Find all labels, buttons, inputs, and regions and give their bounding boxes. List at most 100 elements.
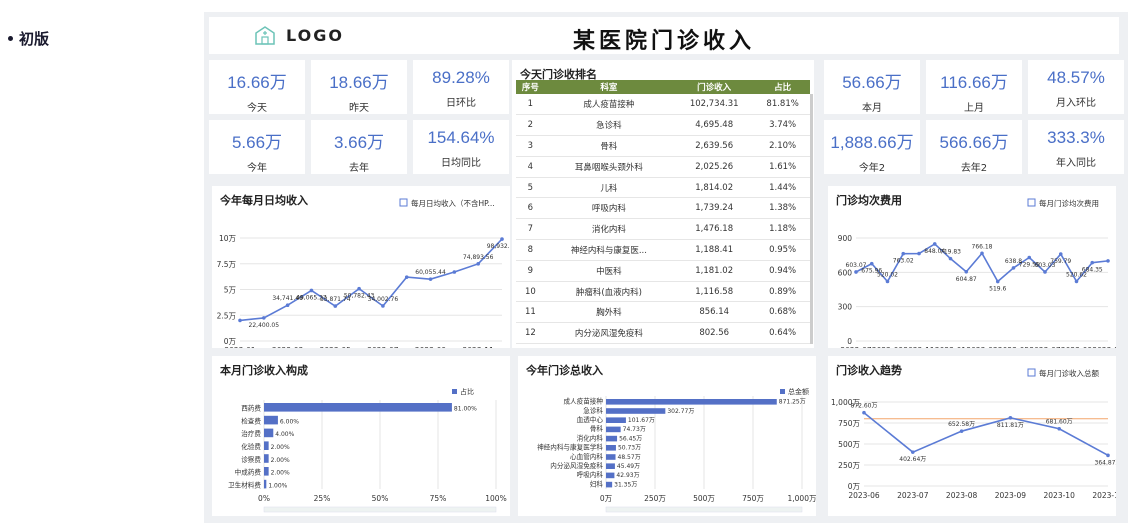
data-label: 848.04 <box>924 248 945 255</box>
kpi-card: 3.66万 去年 <box>311 120 407 174</box>
data-label: 638.8 <box>1005 258 1022 265</box>
chart-title: 今年门诊总收入 <box>526 362 603 378</box>
zoom-slider <box>263 506 497 513</box>
chart-title: 本月门诊收入构成 <box>220 362 308 378</box>
bar <box>606 399 777 405</box>
data-label: 49,065.27 <box>296 294 327 301</box>
data-label: 34,002.76 <box>368 296 399 303</box>
table-row[interactable]: 10 肿瘤科(血液内科) 1,116.58 0.89% <box>516 281 810 303</box>
table-scrollbar[interactable] <box>810 94 813 344</box>
data-point <box>1074 279 1079 284</box>
table-cell: 2,639.56 <box>673 135 756 157</box>
column-header[interactable]: 科室 <box>544 80 674 94</box>
legend-label: 每月日均收入（不含HP... <box>411 198 495 208</box>
data-point <box>1027 255 1032 260</box>
column-header[interactable]: 序号 <box>516 80 545 94</box>
category-label: 血透中心 <box>577 415 604 424</box>
daily-income-panel: 今年每月日均收入 每月日均收入（不含HP... 0万 2.5万 5万 7.5万 10万 20… <box>212 186 517 355</box>
data-label: 675.96 <box>861 268 882 275</box>
data-label: 872.60万 <box>851 403 878 410</box>
bar <box>606 454 616 460</box>
data-label: 74.73万 <box>623 426 646 433</box>
table-row[interactable]: 6 呼吸内科 1,739.24 1.38% <box>516 197 810 220</box>
category-label: 中成药费 <box>235 468 262 477</box>
table-row[interactable]: 2 急诊科 4,695.48 3.74% <box>516 114 810 137</box>
data-point <box>964 269 969 274</box>
column-header[interactable]: 门诊收入 <box>673 80 756 94</box>
data-label: 402.64万 <box>899 456 926 463</box>
header-bar: LOGO 某医院门诊收入 <box>209 17 1119 54</box>
kpi-card: 56.66万 本月 <box>824 60 920 114</box>
series-line <box>239 238 503 322</box>
data-label: 364.87万 <box>1095 459 1117 466</box>
table-cell: 0.68% <box>755 301 810 324</box>
column-header[interactable]: 占比 <box>755 80 810 94</box>
table-row[interactable]: 7 消化内科 1,476.18 1.18% <box>516 218 810 241</box>
data-point <box>500 237 504 241</box>
kpi-value: 566.66万 <box>939 133 1009 152</box>
table-row[interactable]: 8 神经内科与康复医... 1,188.41 0.95% <box>516 239 810 261</box>
data-label: 45.49万 <box>617 463 640 470</box>
data-point <box>452 270 457 274</box>
data-point <box>911 450 915 454</box>
y-tick-label: 10万 <box>219 234 237 243</box>
hospital-icon <box>255 26 275 45</box>
visit-cost-panel: 门诊均次费用 每月门诊均次费用03006009002022-072022-092… <box>828 186 1124 355</box>
data-label: 681.60万 <box>1046 419 1073 426</box>
data-label: 652.58万 <box>948 421 975 428</box>
kpi-value: 116.66万 <box>940 73 1008 92</box>
table-row[interactable]: 1 成人疫苗接种 102,734.31 81.81% <box>516 94 810 116</box>
table-cell: 11 <box>516 301 545 324</box>
kpi-card: 16.66万 今天 <box>209 60 305 114</box>
kpi-card: 5.66万 今年 <box>209 120 305 174</box>
data-label: 1.00% <box>268 482 287 489</box>
kpi-label: 今天 <box>247 103 267 114</box>
bullet-icon <box>8 36 13 41</box>
table-row[interactable]: 11 胸外科 856.14 0.68% <box>516 301 810 324</box>
bar <box>606 426 621 433</box>
y-tick-label: 0 <box>847 337 852 346</box>
bar <box>264 441 269 450</box>
table-cell: 消化内科 <box>544 218 674 241</box>
legend-label: 占比 <box>460 387 474 396</box>
legend-swatch <box>1027 368 1036 377</box>
table-cell: 6 <box>516 197 545 220</box>
version-label: 初版 <box>19 30 50 48</box>
data-label: 603.07 <box>846 262 867 269</box>
legend-swatch <box>780 389 785 394</box>
data-label: 719.83 <box>940 249 961 256</box>
kpi-value: 1,888.66万 <box>830 133 914 152</box>
legend-label: 每月门诊均次费用 <box>1039 198 1099 208</box>
data-label: 31.35万 <box>614 481 637 488</box>
data-point <box>862 410 866 415</box>
x-tick-label: 2023-11 <box>1092 346 1116 348</box>
table-row[interactable]: 3 骨科 2,639.56 2.10% <box>516 135 810 157</box>
kpi-card: 154.64% 日均同比 <box>413 120 509 174</box>
y-tick-label: 500万 <box>838 440 860 449</box>
data-label: 729.55 <box>1019 262 1040 269</box>
bar <box>606 435 618 442</box>
category-label: 急诊科 <box>583 406 603 415</box>
chart-title: 门诊收入趋势 <box>836 362 902 378</box>
data-label: 763.02 <box>893 258 914 265</box>
x-tick-label: 2023-11 <box>1092 491 1116 500</box>
data-point <box>948 256 953 261</box>
data-point <box>1090 260 1095 265</box>
data-point <box>1008 416 1013 420</box>
bar <box>264 479 267 489</box>
kpi-value: 3.66万 <box>333 133 385 152</box>
table-row[interactable]: 12 内分泌风湿免疫科 802.56 0.64% <box>516 322 810 345</box>
table-row[interactable]: 9 中医科 1,181.02 0.94% <box>516 260 810 282</box>
table-row[interactable]: 5 儿科 1,814.02 1.44% <box>516 177 810 199</box>
table-cell: 儿科 <box>544 177 674 199</box>
table-cell: 12 <box>516 322 545 345</box>
kpi-value: 5.66万 <box>231 133 283 152</box>
y-tick-label: 900 <box>838 234 853 243</box>
legend-label: 总金额 <box>788 387 809 396</box>
table-row[interactable]: 4 耳鼻咽喉头颈外科 2,025.26 1.61% <box>516 156 810 178</box>
data-point <box>309 288 314 293</box>
table-cell: 856.14 <box>673 301 756 324</box>
data-label: 520.02 <box>877 271 898 278</box>
data-label: 81.00% <box>454 406 477 413</box>
data-point <box>1106 259 1110 263</box>
